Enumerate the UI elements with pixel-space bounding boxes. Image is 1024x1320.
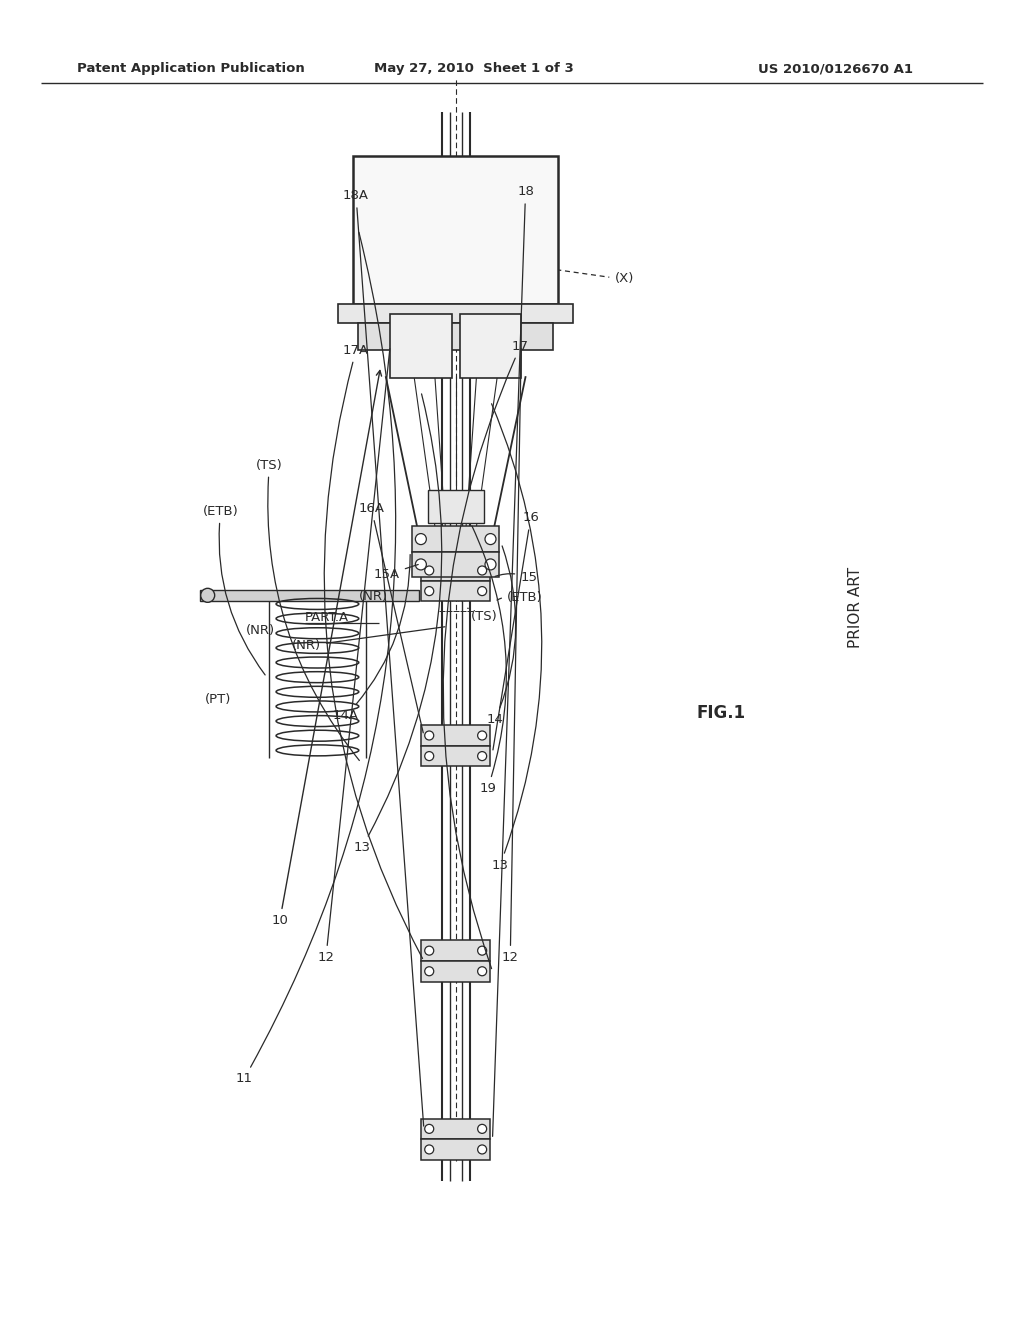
- Bar: [412, 527, 500, 552]
- Bar: [421, 961, 490, 982]
- Text: (ETB): (ETB): [497, 590, 543, 603]
- Text: 16A: 16A: [358, 502, 423, 733]
- Circle shape: [416, 533, 426, 545]
- Text: 15A: 15A: [374, 565, 418, 581]
- Text: 12: 12: [502, 348, 521, 964]
- Text: US 2010/0126670 A1: US 2010/0126670 A1: [758, 62, 912, 75]
- Circle shape: [425, 751, 434, 760]
- Circle shape: [425, 731, 434, 741]
- Text: 17A: 17A: [325, 343, 423, 958]
- Text: 11: 11: [236, 232, 395, 1085]
- Circle shape: [485, 558, 496, 570]
- Bar: [338, 304, 573, 323]
- Text: 14A: 14A: [333, 554, 411, 722]
- Text: 18A: 18A: [343, 189, 424, 1126]
- Circle shape: [477, 1144, 486, 1154]
- Circle shape: [477, 1125, 486, 1134]
- Text: 13: 13: [492, 404, 542, 871]
- Text: 12: 12: [317, 348, 390, 964]
- Circle shape: [477, 566, 486, 576]
- Text: May 27, 2010  Sheet 1 of 3: May 27, 2010 Sheet 1 of 3: [374, 62, 573, 75]
- Bar: [428, 490, 483, 523]
- Circle shape: [425, 1125, 434, 1134]
- Circle shape: [201, 589, 215, 602]
- Text: FIG.1: FIG.1: [696, 704, 745, 722]
- Circle shape: [477, 946, 486, 956]
- Circle shape: [425, 1144, 434, 1154]
- Text: (NR): (NR): [246, 624, 274, 638]
- Bar: [421, 746, 490, 767]
- Text: 10: 10: [271, 371, 382, 927]
- Bar: [421, 725, 490, 746]
- Bar: [358, 323, 553, 350]
- Text: (PT): (PT): [205, 693, 231, 706]
- Circle shape: [416, 558, 426, 570]
- Bar: [421, 581, 490, 602]
- Circle shape: [477, 751, 486, 760]
- Text: 19: 19: [472, 525, 507, 795]
- Text: (TS): (TS): [256, 458, 359, 760]
- Text: (ETB): (ETB): [203, 504, 265, 675]
- Text: 17: 17: [443, 339, 529, 969]
- Bar: [421, 1139, 490, 1160]
- Bar: [460, 314, 521, 378]
- Text: 16: 16: [493, 511, 539, 750]
- Circle shape: [425, 566, 434, 576]
- Bar: [200, 590, 419, 601]
- Circle shape: [425, 946, 434, 956]
- Bar: [421, 1118, 490, 1139]
- Circle shape: [425, 966, 434, 975]
- Text: (TS): (TS): [468, 609, 498, 623]
- Circle shape: [477, 586, 486, 595]
- Text: PART.A: PART.A: [305, 611, 349, 624]
- Text: PRIOR ART: PRIOR ART: [848, 566, 862, 648]
- Text: 18: 18: [493, 185, 534, 1137]
- Bar: [421, 940, 490, 961]
- Bar: [421, 560, 490, 581]
- Circle shape: [477, 966, 486, 975]
- Bar: [353, 156, 558, 304]
- Text: (NR): (NR): [358, 590, 387, 603]
- Circle shape: [425, 586, 434, 595]
- Text: (NR): (NR): [292, 627, 445, 652]
- Text: 13: 13: [353, 393, 441, 854]
- Text: 15: 15: [495, 570, 538, 583]
- Text: 14: 14: [486, 546, 516, 726]
- Bar: [390, 314, 452, 378]
- Bar: [412, 552, 500, 577]
- Circle shape: [477, 731, 486, 741]
- Circle shape: [485, 533, 496, 545]
- Text: Patent Application Publication: Patent Application Publication: [77, 62, 304, 75]
- Text: (X): (X): [614, 272, 634, 285]
